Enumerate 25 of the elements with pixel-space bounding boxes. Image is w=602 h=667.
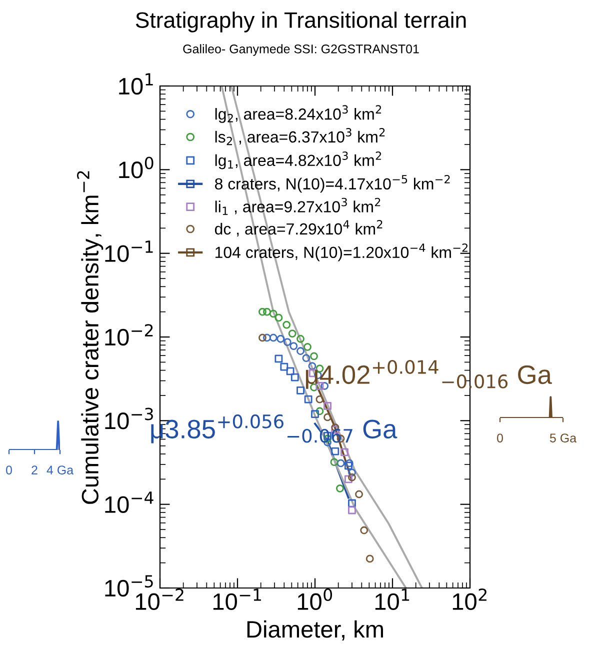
legend-label: dc , area=7.29x10$^{4}$ km$^{2}$ — [214, 220, 382, 237]
y-tick-label: 10$^{1}$ — [119, 73, 153, 95]
legend-label: ls$_{2}$ , area=6.37x10$^{3}$ km$^{2}$ — [215, 128, 385, 146]
legend-label: lg$_{1}$, area=4.82x10$^{3}$ km$^{2}$ — [215, 151, 382, 170]
x-tick-label: 10$^{0}$ — [298, 588, 332, 610]
x-tick-label: 10$^{2}$ — [452, 588, 486, 610]
x-tick-label: 10$^{1}$ — [375, 588, 410, 610]
legend-label: 8 craters, N(10)=4.17x10$^{−5}$ km$^{−2}$ — [215, 174, 450, 193]
y-axis-title: Cumulative crater density, km$^{−2}$ — [76, 171, 104, 504]
y-tick-label: 10$^{−4}$ — [105, 492, 154, 513]
x-axis-title: Diameter, km — [247, 620, 383, 641]
x-tick-label: 4 Ga — [46, 466, 74, 474]
x-tick-label: 0 — [497, 434, 503, 442]
y-tick-label: 10$^{0}$ — [119, 156, 154, 178]
legend-label: lg$_{2}$, area=8.24x10$^{3}$ km$^{2}$ — [215, 105, 382, 123]
legend-label: 104 craters, N(10)=1.20x10$^{−4}$ km$^{−2}$ — [216, 243, 468, 262]
y-tick-label: 10$^{−2}$ — [105, 324, 153, 346]
x-tick-label: 5 Ga — [550, 434, 577, 442]
chart-title: Stratigraphy in Transitional terrain — [136, 12, 466, 32]
y-tick-label: 10$^{−1}$ — [105, 240, 153, 262]
chart-subtitle: Galileo- Ganymede SSI: G2GSTRANST01 — [183, 44, 419, 56]
x-tick-label: 10$^{−1}$ — [213, 588, 261, 610]
legend-label: li$_{1}$ , area=9.27x10$^{3}$ km$^{2}$ — [215, 198, 380, 215]
x-tick-label: 2 — [32, 466, 38, 474]
x-tick-label: 0 — [6, 466, 12, 474]
